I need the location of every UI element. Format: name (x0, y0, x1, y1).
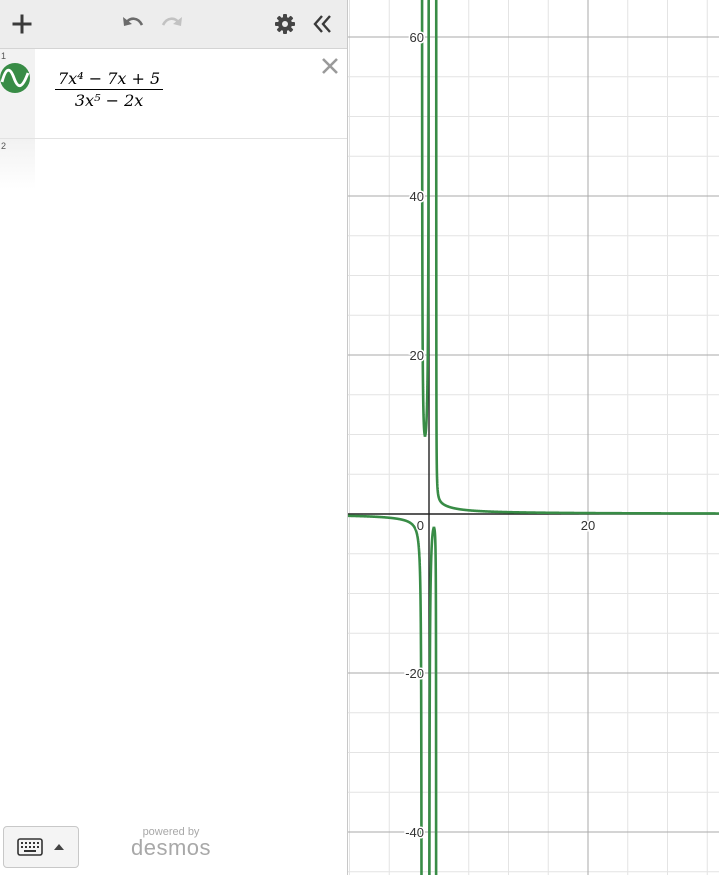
y-tick-label: 40 (410, 189, 424, 204)
undo-button[interactable] (118, 8, 148, 40)
powered-by-text: powered by (142, 826, 200, 838)
graph-canvas[interactable]: 0 20 60 40 20 -20 -40 (348, 0, 719, 875)
expression-item-empty[interactable]: 2 (0, 139, 347, 189)
delete-expression-button[interactable] (318, 54, 342, 78)
x-tick-label: 0 (417, 518, 424, 533)
plus-icon (12, 14, 32, 34)
expression-index: 2 (1, 141, 7, 151)
expression-panel: 1 7x⁴ − 7x + 5 3x⁵ − 2x 2 (0, 0, 348, 875)
desmos-branding: powered by desmos (128, 826, 214, 860)
expression-gutter: 2 (0, 139, 35, 189)
redo-icon (161, 17, 182, 26)
collapse-panel-button[interactable] (308, 8, 338, 40)
y-tick-label: -20 (405, 666, 424, 681)
keyboard-toggle-button[interactable] (3, 826, 79, 868)
expression-gutter: 1 (0, 49, 35, 138)
expression-formula[interactable]: 7x⁴ − 7x + 5 3x⁵ − 2x (55, 69, 164, 110)
fraction-numerator: 7x⁴ − 7x + 5 (55, 70, 164, 90)
graph-paper[interactable]: 0 20 60 40 20 -20 -40 (348, 0, 719, 875)
function-curve-branch[interactable] (420, 0, 430, 437)
function-curve-branch[interactable] (428, 526, 438, 875)
double-chevron-left-icon (313, 15, 331, 33)
expression-item[interactable]: 1 7x⁴ − 7x + 5 3x⁵ − 2x (0, 49, 347, 139)
caret-up-icon (54, 844, 64, 850)
gear-icon (275, 14, 295, 34)
curve-visibility-toggle[interactable] (0, 63, 30, 93)
redo-button[interactable] (157, 8, 187, 40)
fraction-denominator: 3x⁵ − 2x (74, 91, 144, 110)
wave-icon (0, 68, 30, 88)
y-tick-label: 60 (410, 30, 424, 45)
close-icon (322, 58, 338, 74)
expression-index: 1 (1, 51, 7, 61)
desmos-logo: desmos (130, 835, 212, 860)
keyboard-icon (17, 838, 43, 856)
add-item-button[interactable] (7, 8, 37, 40)
function-curve-branch[interactable] (434, 0, 719, 515)
fraction: 7x⁴ − 7x + 5 3x⁵ − 2x (55, 70, 164, 110)
x-tick-label: 20 (581, 518, 595, 533)
y-tick-label: 20 (410, 348, 424, 363)
y-tick-label: -40 (405, 825, 424, 840)
expression-toolbar (0, 0, 347, 49)
undo-icon (123, 17, 144, 26)
settings-button[interactable] (270, 8, 300, 40)
function-curve-branch[interactable] (348, 514, 423, 875)
